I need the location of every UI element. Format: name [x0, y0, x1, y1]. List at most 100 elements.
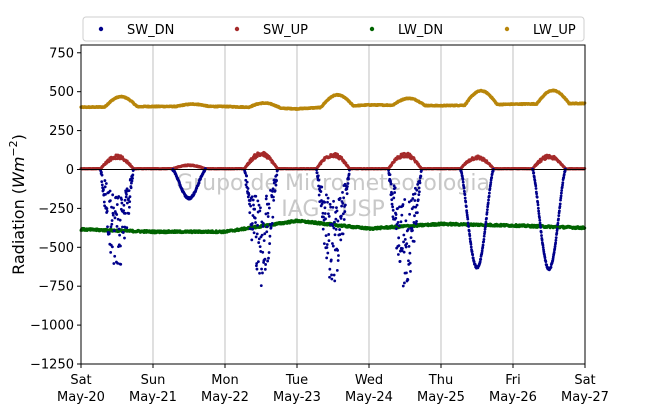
sw-dn-point — [540, 238, 544, 242]
sw-dn-point — [100, 173, 104, 177]
sw-dn-point — [261, 225, 265, 228]
series-sw-up — [79, 150, 587, 171]
sw-dn-point — [326, 251, 330, 255]
sw-dn-point — [390, 198, 394, 202]
sw-dn-point — [108, 189, 112, 193]
sw-up-point — [255, 154, 259, 158]
sw-dn-point — [406, 278, 410, 282]
sw-dn-point — [417, 186, 421, 190]
x-tick-date: May-26 — [489, 390, 537, 405]
sw-dn-point — [463, 196, 467, 200]
sw-dn-point — [537, 209, 541, 213]
sw-dn-point — [541, 246, 545, 249]
sw-dn-point — [127, 189, 131, 193]
x-tick-day: Fri — [505, 373, 521, 388]
sw-dn-point — [320, 185, 324, 189]
sw-dn-point — [109, 225, 113, 229]
sw-dn-point — [405, 242, 409, 246]
sw-dn-point — [485, 211, 489, 214]
sw-dn-point — [131, 173, 135, 177]
sw-dn-point — [263, 267, 267, 271]
sw-dn-point — [407, 200, 411, 204]
sw-dn-point — [556, 221, 560, 225]
sw-dn-point — [390, 202, 394, 206]
sw-dn-point — [251, 214, 255, 217]
sw-dn-point — [561, 183, 564, 187]
sw-dn-point — [266, 215, 270, 218]
sw-dn-point — [489, 181, 493, 184]
sw-dn-point — [480, 249, 484, 253]
sw-dn-point — [265, 225, 269, 229]
sw-dn-point — [248, 227, 252, 231]
sw-dn-point — [336, 248, 340, 252]
sw-dn-point — [257, 260, 260, 264]
sw-dn-point — [100, 171, 103, 174]
sw-dn-point — [558, 205, 562, 208]
sw-dn-point — [339, 214, 343, 218]
sw-dn-point — [407, 244, 411, 248]
vertical-gridlines — [152, 45, 514, 364]
sw-dn-point — [266, 211, 270, 215]
sw-dn-point — [120, 198, 124, 201]
sw-dn-point — [110, 222, 114, 226]
x-tick-day: Sat — [574, 373, 595, 388]
sw-dn-point — [549, 265, 553, 269]
sw-dn-point — [333, 220, 336, 224]
sw-dn-point — [113, 254, 117, 258]
sw-dn-point — [330, 273, 333, 277]
x-tick-day: Wed — [355, 373, 383, 388]
sw-dn-point — [471, 256, 475, 260]
sw-dn-point — [329, 258, 333, 262]
sw-dn-point — [331, 242, 334, 245]
sw-dn-point — [253, 216, 257, 220]
sw-dn-point — [267, 206, 271, 210]
watermark-line-1: Grupo de Micrometeorologia — [176, 171, 490, 196]
sw-dn-point — [254, 194, 258, 198]
sw-dn-point — [481, 243, 485, 247]
sw-dn-point — [329, 205, 333, 209]
sw-dn-point — [559, 196, 563, 200]
sw-dn-point — [256, 223, 259, 227]
sw-dn-point — [347, 177, 350, 181]
sw-dn-point — [471, 253, 475, 257]
data-series — [79, 88, 587, 288]
sw-dn-point — [118, 233, 121, 237]
sw-dn-point — [268, 242, 272, 245]
sw-dn-point — [130, 181, 133, 185]
sw-dn-point — [393, 186, 397, 190]
sw-dn-point — [247, 193, 251, 197]
sw-dn-point — [554, 236, 558, 239]
sw-dn-point — [482, 237, 486, 241]
sw-dn-point — [246, 195, 250, 199]
sw-dn-point — [339, 216, 343, 220]
sw-dn-point — [539, 225, 543, 229]
sw-dn-point — [123, 198, 127, 202]
sw-dn-point — [317, 193, 321, 197]
sw-dn-point — [341, 232, 345, 236]
sw-dn-point — [274, 183, 278, 187]
sw-dn-point — [255, 262, 259, 265]
sw-dn-point — [406, 228, 410, 231]
sw-dn-point — [270, 221, 274, 225]
sw-dn-point — [123, 236, 126, 240]
sw-dn-point — [128, 195, 132, 199]
sw-dn-point — [536, 203, 540, 207]
sw-dn-point — [409, 236, 413, 240]
sw-dn-point — [342, 196, 346, 200]
sw-dn-point — [117, 227, 121, 231]
sw-dn-point — [553, 247, 557, 251]
sw-dn-point — [250, 222, 254, 225]
sw-dn-point — [125, 201, 129, 205]
sw-dn-point — [273, 189, 277, 193]
sw-dn-point — [464, 205, 468, 209]
sw-dn-point — [250, 238, 254, 242]
sw-dn-point — [416, 198, 420, 202]
sw-dn-point — [462, 186, 466, 190]
sw-dn-point — [394, 213, 398, 216]
sw-dn-point — [562, 172, 566, 176]
sw-dn-point — [261, 271, 264, 275]
sw-dn-point — [117, 195, 121, 198]
sw-dn-point — [408, 251, 412, 255]
sw-dn-point — [397, 244, 401, 248]
sw-dn-point — [267, 202, 271, 206]
